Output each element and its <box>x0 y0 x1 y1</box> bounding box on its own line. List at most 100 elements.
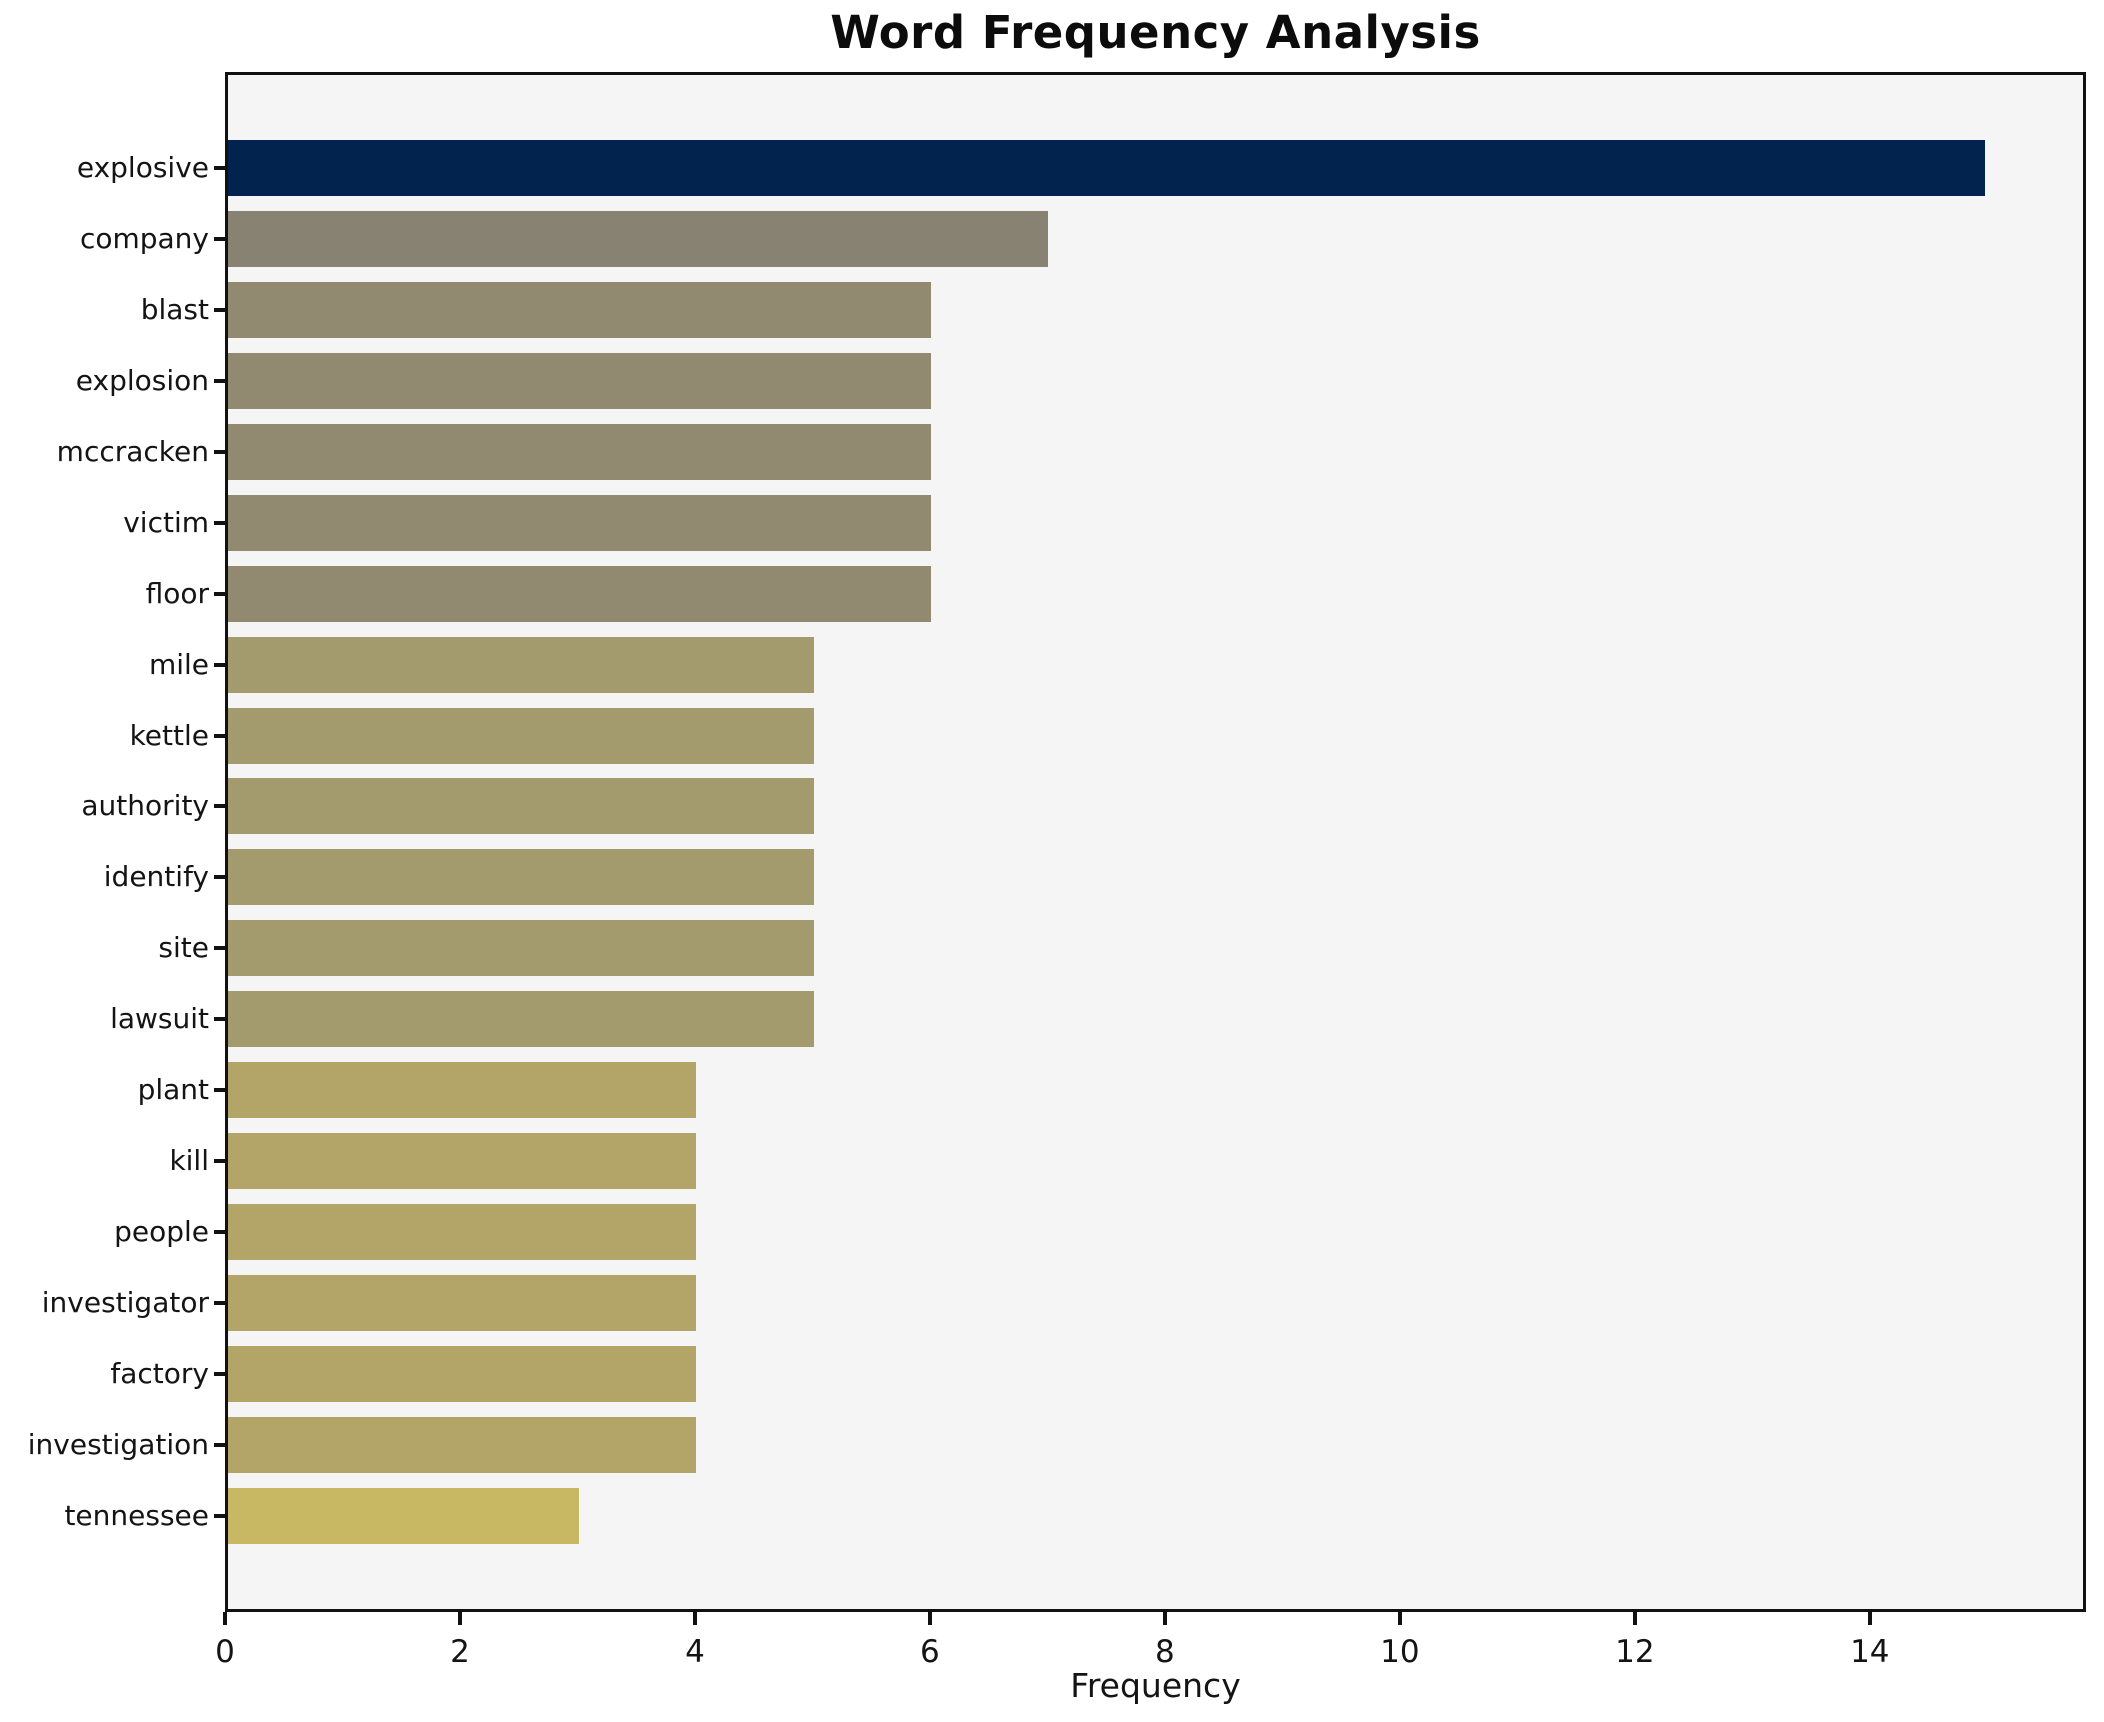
bar-mccracken <box>228 423 931 480</box>
bar-row-mile: mile <box>149 636 2083 693</box>
bar-row-investigation: investigation <box>28 1416 2083 1473</box>
plot-area: explosive company blast explosion mccracken v… <box>28 72 2086 1612</box>
x-tick-mark <box>692 1612 697 1625</box>
y-tick-label-people: people <box>114 1215 209 1249</box>
y-tick-label-explosion: explosion <box>75 363 209 397</box>
bar-site <box>228 920 814 977</box>
y-tick-mark <box>214 1513 225 1518</box>
y-tick-mark <box>214 662 225 667</box>
y-tick-mark <box>214 875 225 880</box>
x-tick-mark <box>1162 1612 1167 1625</box>
x-tick-mark <box>223 1612 227 1625</box>
bar-row-mccracken: mccracken <box>57 423 2083 480</box>
bar-row-investigator: investigator <box>42 1275 2083 1331</box>
y-tick-label-identify: identify <box>103 860 209 894</box>
x-axis-title: Frequency <box>1070 1666 1241 1705</box>
y-tick-label-kill: kill <box>169 1144 209 1178</box>
bar-identify <box>228 849 814 906</box>
x-tick-label-14: 14 <box>1850 1634 1890 1670</box>
y-tick-mark <box>214 946 225 951</box>
bar-row-blast: blast <box>141 281 2083 338</box>
bar-row-kill: kill <box>169 1133 2083 1190</box>
y-tick-label-lawsuit: lawsuit <box>110 1002 209 1036</box>
y-tick-mark <box>214 1371 225 1376</box>
bar-tennessee <box>228 1487 580 1544</box>
y-tick-label-mccracken: mccracken <box>56 434 209 468</box>
x-tick-mark <box>457 1612 462 1625</box>
x-tick-label-4: 4 <box>685 1634 705 1670</box>
bar-row-victim: victim <box>123 494 2083 551</box>
bar-victim <box>228 494 931 551</box>
y-tick-label-mile: mile <box>148 647 209 681</box>
y-tick-label-factory: factory <box>110 1356 209 1390</box>
x-tick-mark <box>1397 1612 1402 1625</box>
bar-blast <box>228 281 931 338</box>
bar-explosive <box>228 140 1985 196</box>
bar-kettle <box>228 707 814 764</box>
bar-lawsuit <box>228 991 814 1048</box>
y-tick-mark <box>214 1159 225 1164</box>
y-tick-mark <box>214 307 225 312</box>
y-tick-mark <box>214 591 225 596</box>
bar-row-lawsuit: lawsuit <box>110 991 2083 1048</box>
bars-container: explosive company blast explosion mccracken v… <box>28 140 2083 1544</box>
bar-row-floor: floor <box>146 565 2083 622</box>
y-tick-label-site: site <box>158 931 209 965</box>
x-axis: 0 2 4 6 8 10 12 14 <box>215 1612 2086 1682</box>
x-tick-label-2: 2 <box>450 1634 470 1670</box>
y-tick-mark <box>214 1088 225 1093</box>
bar-row-factory: factory <box>110 1345 2083 1402</box>
y-tick-mark <box>214 236 225 241</box>
bar-row-kettle: kettle <box>130 707 2083 764</box>
x-tick-label-6: 6 <box>920 1634 940 1670</box>
bar-kill <box>228 1133 697 1190</box>
y-tick-mark <box>214 378 225 383</box>
x-tick-label-12: 12 <box>1615 1634 1655 1670</box>
y-tick-label-floor: floor <box>145 576 209 610</box>
y-tick-mark <box>214 1017 225 1022</box>
x-tick-label-10: 10 <box>1380 1634 1420 1670</box>
bar-row-company: company <box>80 210 2083 267</box>
x-tick-label-0: 0 <box>215 1634 235 1670</box>
bar-people <box>228 1204 697 1261</box>
y-tick-label-kettle: kettle <box>129 718 209 752</box>
bar-row-tennessee: tennessee <box>64 1487 2083 1544</box>
bar-mile <box>228 636 814 693</box>
y-tick-mark <box>214 166 225 170</box>
y-tick-label-company: company <box>79 221 209 255</box>
y-tick-mark <box>214 1230 225 1235</box>
bar-investigation <box>228 1416 697 1473</box>
bar-row-people: people <box>114 1204 2083 1261</box>
y-tick-label-investigator: investigator <box>41 1286 209 1319</box>
y-tick-mark <box>214 1301 225 1305</box>
x-tick-mark <box>927 1612 932 1625</box>
bar-row-explosion: explosion <box>76 352 2083 409</box>
y-tick-mark <box>214 520 225 525</box>
bar-factory <box>228 1345 697 1402</box>
chart-title: Word Frequency Analysis <box>830 6 1481 59</box>
bar-authority <box>228 778 814 835</box>
y-tick-label-explosive: explosive <box>76 151 209 184</box>
y-tick-label-tennessee: tennessee <box>64 1498 209 1532</box>
y-tick-mark <box>214 733 225 738</box>
bar-row-identify: identify <box>104 849 2083 906</box>
y-tick-label-authority: authority <box>81 789 209 823</box>
y-tick-label-blast: blast <box>140 292 209 326</box>
y-tick-label-victim: victim <box>123 505 209 539</box>
bar-explosion <box>228 352 931 409</box>
bar-row-plant: plant <box>138 1062 2083 1119</box>
x-tick-mark <box>1867 1612 1872 1625</box>
bar-investigator <box>228 1275 697 1331</box>
x-tick-mark <box>1632 1612 1637 1625</box>
x-tick-label-8: 8 <box>1155 1634 1175 1670</box>
bar-company <box>228 210 1048 267</box>
bar-row-explosive: explosive <box>77 140 2083 196</box>
y-tick-label-investigation: investigation <box>27 1427 209 1461</box>
y-tick-mark <box>214 804 225 809</box>
bar-plant <box>228 1062 697 1119</box>
bar-row-site: site <box>158 920 2083 977</box>
bar-floor <box>228 565 931 622</box>
bar-row-authority: authority <box>81 778 2083 835</box>
y-tick-mark <box>214 449 225 454</box>
